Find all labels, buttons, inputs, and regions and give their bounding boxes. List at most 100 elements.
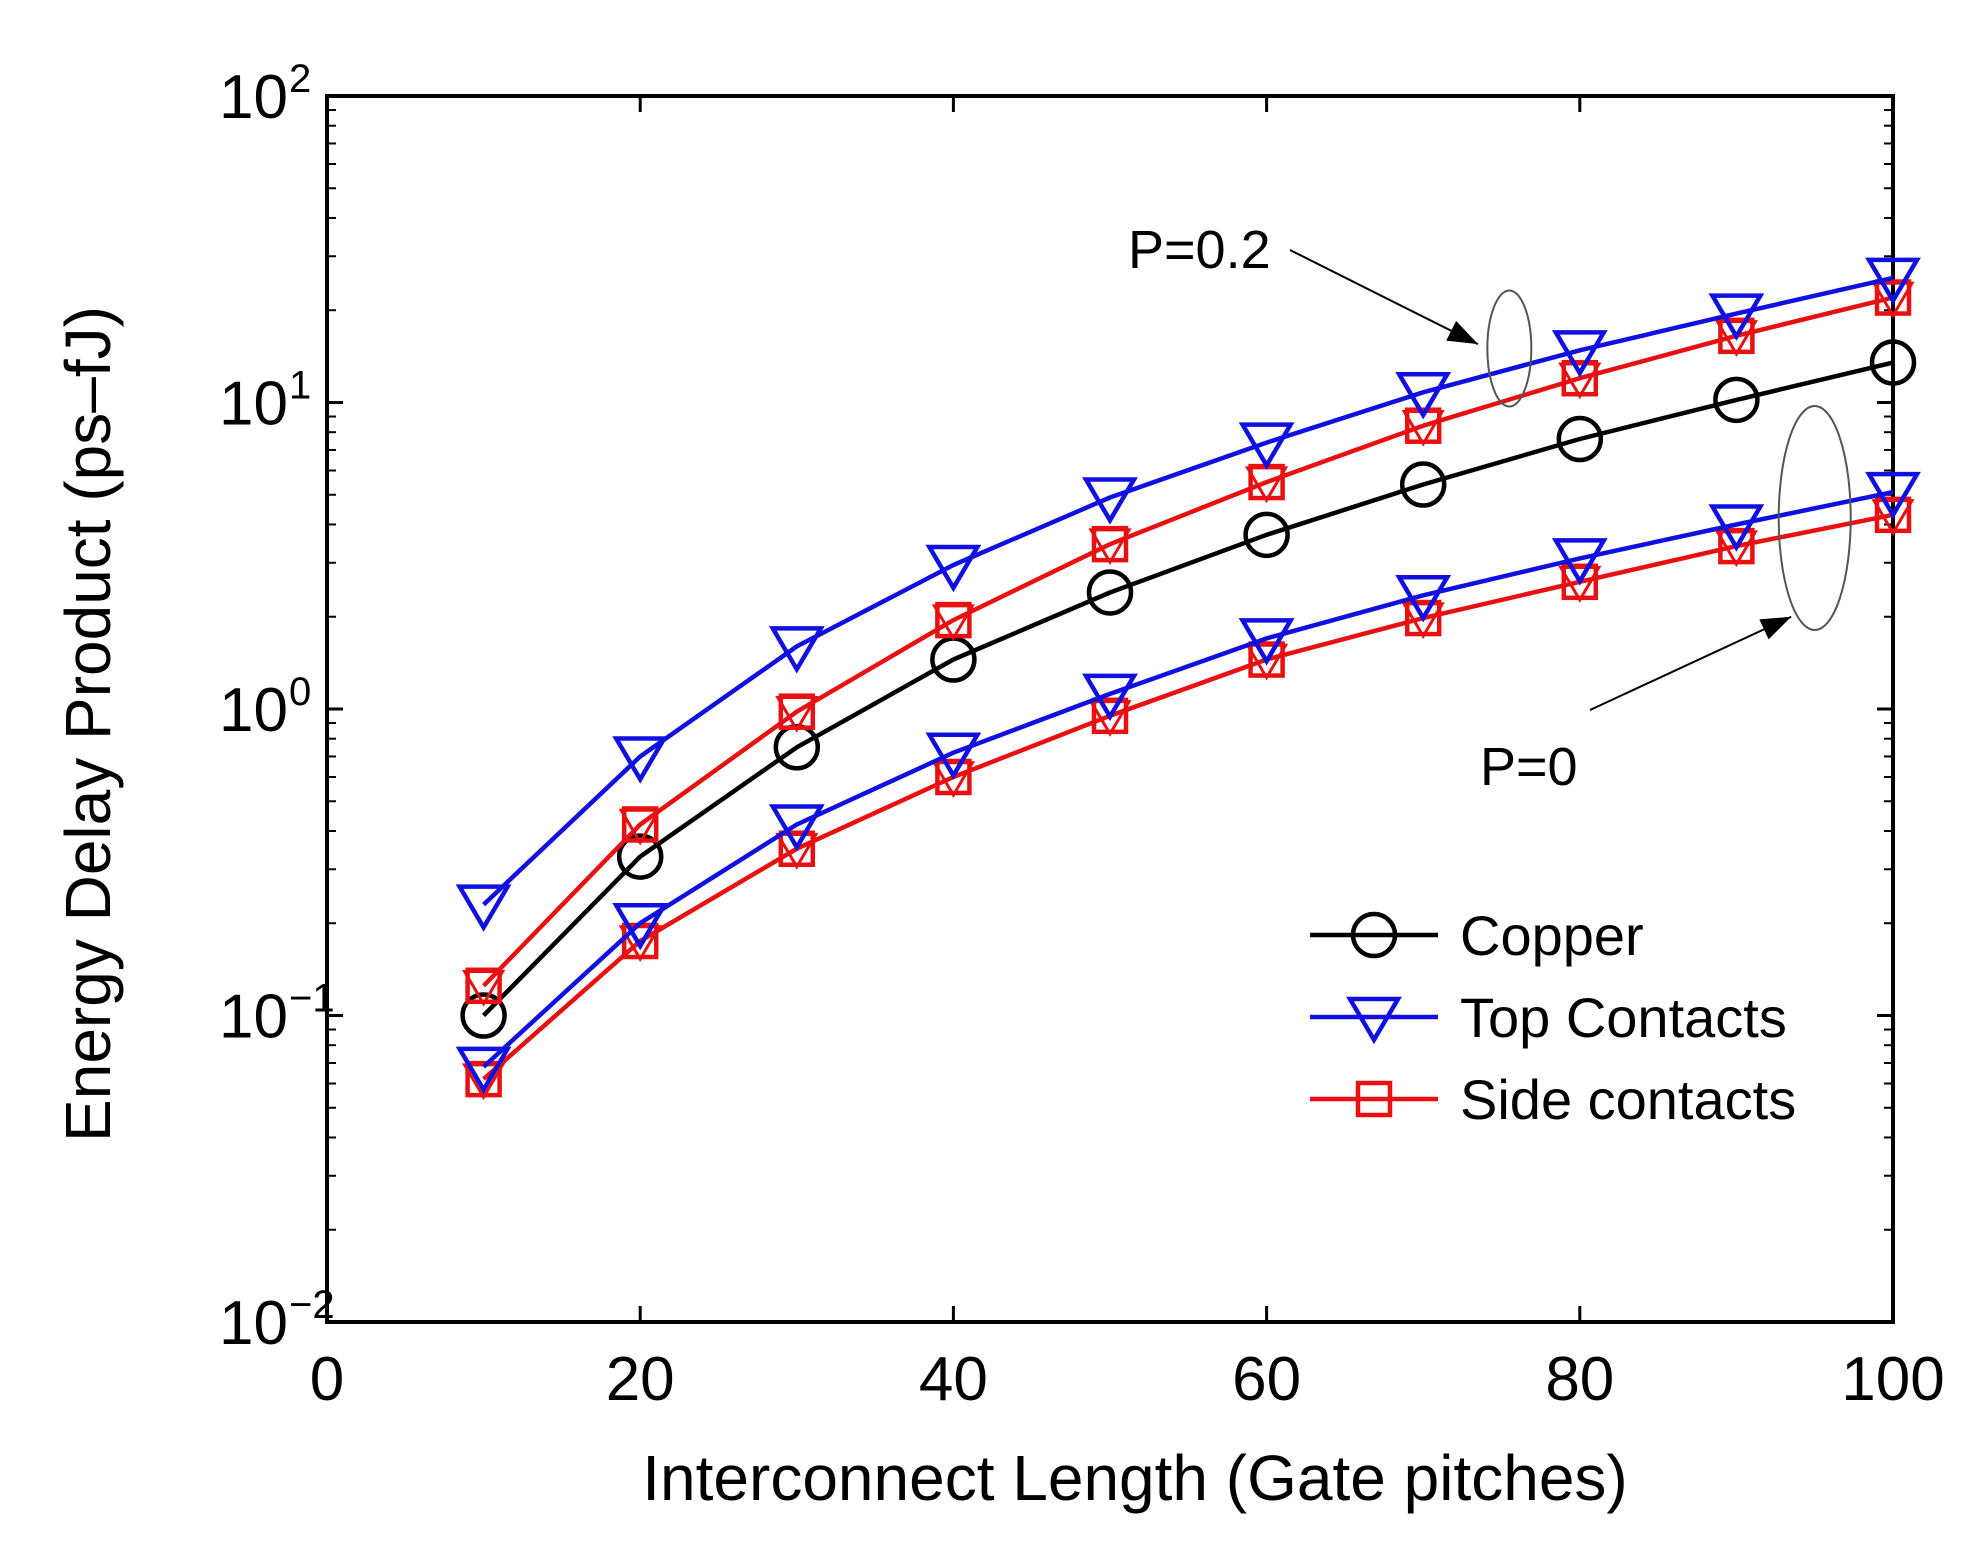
plot-frame [325, 94, 1895, 1324]
annotation-arrowhead-p0 [1759, 616, 1792, 640]
triangle-marker-overlay [1714, 530, 1759, 568]
triangle-marker-overlay [1088, 700, 1132, 737]
y-tick-label-exponent: 0 [289, 670, 311, 714]
triangle-marker-overlay [931, 761, 976, 799]
triangle-marker [612, 736, 669, 784]
y-tick-label-exponent: 1 [289, 364, 311, 408]
annotation-arrow-p0 [1589, 615, 1792, 711]
circle-marker [1556, 415, 1604, 463]
y-tick-label-base: 10 [219, 983, 288, 1052]
x-tick-label: 0 [310, 1345, 344, 1414]
series-1 [455, 257, 1921, 932]
triangle-marker [1865, 257, 1921, 306]
triangle-marker [768, 626, 825, 674]
y-tick-label-base: 10 [219, 1289, 288, 1358]
legend: Copper Top Contacts Side contacts [1310, 904, 1796, 1131]
y-tick-label-exponent: −1 [289, 977, 335, 1021]
x-tick-label: 40 [919, 1345, 988, 1414]
circle-marker [1243, 511, 1290, 559]
series-line [482, 512, 1894, 1081]
x-tick-label: 60 [1232, 1345, 1301, 1414]
triangle-marker-overlay [1871, 499, 1915, 536]
circle-marker [1869, 339, 1917, 386]
y-tick-label: 10 2 [219, 57, 311, 132]
triangle-marker [1238, 618, 1295, 666]
y-tick-label-exponent: −2 [289, 1283, 335, 1327]
triangle-marker-overlay [1088, 528, 1132, 566]
legend-label: Top Contacts [1460, 986, 1787, 1049]
series-line [482, 275, 1894, 907]
legend-entry: Side contacts [1310, 1068, 1796, 1131]
annotation-ellipse-p02 [1486, 289, 1533, 408]
triangle-marker [1551, 330, 1608, 378]
series-line [482, 489, 1894, 1069]
triangle-marker [1082, 477, 1138, 525]
triangle-marker-overlay [775, 695, 819, 733]
triangle-marker [1395, 372, 1452, 420]
triangle-marker [455, 1046, 512, 1095]
annotation-arrowhead-p02 [1446, 320, 1479, 345]
triangle-marker [925, 544, 982, 593]
triangle-marker-overlay [1244, 643, 1289, 681]
circle-marker [1399, 461, 1447, 508]
annotation-label-p0: P=0 [1480, 737, 1578, 797]
square-marker [1355, 1080, 1393, 1118]
triangle-marker [1865, 471, 1921, 520]
legend-label: Side contacts [1460, 1068, 1796, 1131]
legend-label: Copper [1460, 904, 1644, 967]
triangle-marker [1708, 504, 1765, 552]
annotation-label-p02: P=0.2 [1128, 220, 1271, 280]
y-tick-label: 10 −1 [219, 977, 335, 1052]
triangle-marker-overlay [931, 604, 976, 642]
y-tick-label: 10 0 [219, 670, 311, 745]
triangle-marker [1346, 996, 1402, 1045]
triangle-marker-overlay [461, 970, 506, 1007]
legend-entry: Copper [1310, 904, 1644, 967]
triangle-marker-overlay [1558, 566, 1602, 603]
y-tick-label-base: 10 [219, 370, 288, 439]
legend-entry: Top Contacts [1310, 986, 1787, 1049]
triangle-marker [925, 732, 982, 780]
circle-marker [460, 992, 507, 1039]
triangle-marker-overlay [1401, 602, 1445, 640]
circle-marker [616, 833, 664, 880]
circle-marker [1713, 376, 1760, 424]
y-tick-label: 10 1 [219, 364, 311, 439]
series-line [481, 360, 1894, 1018]
triangle-marker [1708, 293, 1765, 341]
x-axis-title: Interconnect Length (Gate pitches) [642, 1442, 1627, 1514]
series-line [481, 295, 1894, 988]
circle-marker [1086, 569, 1134, 616]
series-3 [455, 471, 1921, 1095]
triangle-marker [768, 804, 825, 852]
triangle-marker-overlay [1558, 362, 1602, 400]
annotation-layer: P=0.2 P=0 [1128, 220, 1852, 797]
triangle-marker [612, 902, 669, 951]
circle-marker [1350, 911, 1398, 959]
x-tick-label: 20 [606, 1345, 675, 1414]
triangle-marker [1551, 538, 1608, 586]
y-axis-title: Energy Delay Product (ps–fJ) [52, 306, 124, 1142]
y-tick-label-base: 10 [219, 676, 288, 745]
triangle-marker-overlay [775, 832, 819, 870]
triangle-marker-overlay [1714, 320, 1759, 357]
x-tick-label: 100 [1841, 1345, 1944, 1414]
y-tick-label-exponent: 2 [289, 57, 311, 101]
triangle-marker-overlay [618, 808, 662, 846]
triangle-marker-overlay [1871, 281, 1915, 319]
triangle-marker-overlay [618, 925, 662, 963]
y-tick-label-base: 10 [219, 63, 288, 132]
triangle-marker [1395, 575, 1452, 623]
triangle-marker [1238, 422, 1295, 470]
series-layer [455, 257, 1921, 1101]
annotation-arrow-p02 [1289, 249, 1479, 346]
x-tick-labels: 0 20 40 60 80 100 [310, 1345, 1945, 1414]
x-tick-label: 80 [1545, 1345, 1614, 1414]
triangle-marker [1082, 673, 1138, 722]
triangle-marker [455, 884, 512, 932]
annotation-ellipse-p0 [1777, 404, 1852, 631]
y-tick-label: 10 −2 [219, 1283, 335, 1358]
